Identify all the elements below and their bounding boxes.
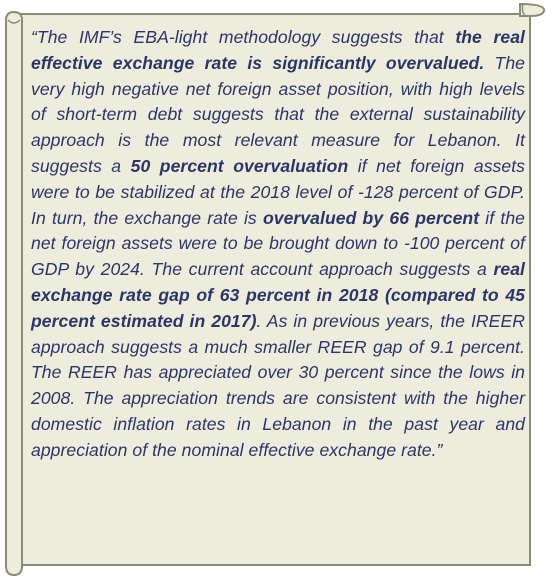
quote-segment: if the net foreign assets were to be bro… <box>31 207 525 280</box>
quote-segment-bold: 50 percent overvaluation <box>130 155 349 176</box>
quote-segment-bold: real exchange rate gap of 63 percent in … <box>31 259 525 331</box>
quote-segment-bold: overvalued by 66 percent <box>262 207 480 228</box>
quote-segment: . As in previous years, the IREER approa… <box>31 310 525 460</box>
quote-text: “The IMF’s EBA-light methodology suggest… <box>31 25 525 464</box>
quote-segment: The very high negative net foreign asset… <box>31 52 525 176</box>
quote-segment-bold: the real effective exchange rate is sign… <box>31 27 525 73</box>
quote-segment: if net foreign assets were to be stabili… <box>31 155 526 228</box>
quote-segment: “The IMF’s EBA-light methodology suggest… <box>31 27 456 47</box>
